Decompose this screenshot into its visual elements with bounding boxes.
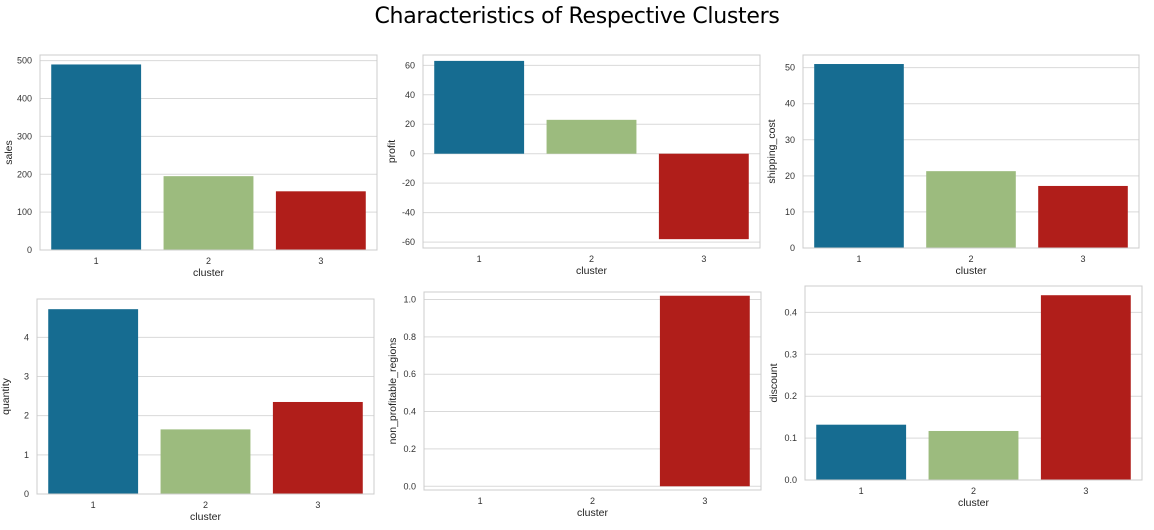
y-tick-label: 0.3: [784, 349, 797, 359]
x-tick-label: 1: [856, 254, 861, 264]
x-tick-label: 2: [206, 256, 211, 266]
bar-cluster-3: [659, 295, 750, 487]
y-tick-label: 0.2: [403, 444, 416, 454]
y-axis-label-sales: sales: [3, 140, 15, 165]
y-tick-label: 1.0: [403, 294, 416, 304]
y-axis-label-discount: discount: [768, 363, 780, 402]
x-tick-label: 3: [701, 254, 706, 264]
y-tick-label: 0: [24, 489, 29, 499]
y-tick-label: 60: [405, 60, 415, 70]
y-tick-label: -60: [402, 237, 415, 247]
y-tick-label: 0.0: [403, 481, 416, 491]
y-tick-label: 2: [24, 411, 29, 421]
bar-cluster-3: [272, 401, 363, 494]
y-tick-label: -40: [402, 208, 415, 218]
figure-title: Characteristics of Respective Clusters: [374, 4, 780, 29]
y-tick-label: 100: [17, 207, 32, 217]
y-tick-label: 0: [27, 245, 32, 255]
y-tick-label: 30: [785, 135, 795, 145]
bar-cluster-3: [1038, 185, 1128, 248]
x-axis-label: cluster: [577, 507, 608, 519]
y-axis-label-non-profitable-regions: non_profitable_regions: [387, 338, 399, 445]
x-tick-label: 3: [315, 500, 320, 510]
shipping-cost-chart: 0 10 20 30 40 50 1 2 3 cluster shipping_cost: [766, 54, 1140, 277]
y-tick-label: 0.8: [403, 332, 416, 342]
bar-cluster-1: [48, 309, 139, 494]
x-tick-label: 1: [859, 486, 864, 496]
y-tick-label: 0: [790, 243, 795, 253]
axes-frame: [804, 285, 1143, 481]
x-axis-label: cluster: [190, 511, 221, 523]
y-tick-label: 3: [24, 372, 29, 382]
x-axis-label: cluster: [956, 265, 987, 277]
axes-frame: [423, 291, 762, 491]
bar-cluster-2: [160, 429, 251, 494]
y-tick-label: 40: [405, 90, 415, 100]
y-tick-label: 300: [17, 131, 32, 141]
bar-cluster-2: [928, 430, 1019, 480]
x-axis-label: cluster: [193, 267, 224, 279]
y-tick-label: 50: [785, 63, 795, 73]
x-tick-label: 2: [590, 496, 595, 506]
x-tick-label: 3: [1080, 254, 1085, 264]
y-tick-label: 1: [24, 450, 29, 460]
x-tick-label: 2: [968, 254, 973, 264]
y-tick-label: 500: [17, 56, 32, 66]
y-tick-label: 400: [17, 94, 32, 104]
x-axis-label: cluster: [958, 497, 989, 509]
axes-frame: [39, 54, 378, 251]
x-axis-label: cluster: [576, 265, 607, 277]
x-tick-label: 2: [203, 500, 208, 510]
y-tick-label: 10: [785, 207, 795, 217]
x-tick-label: 3: [318, 256, 323, 266]
discount-chart: 0.0 0.1 0.2 0.3 0.4 1 2 3 cluster discount: [768, 285, 1143, 509]
axes-frame: [36, 298, 375, 495]
profit-chart: -60 -40 -20 0 20 40 60 1 2 3 cluster profit: [386, 54, 761, 277]
y-tick-label: 0.2: [784, 391, 797, 401]
y-tick-label: 0.1: [784, 433, 797, 443]
y-tick-label: 200: [17, 169, 32, 179]
y-tick-label: 0.6: [403, 369, 416, 379]
x-tick-label: 1: [94, 256, 99, 266]
y-tick-label: 20: [405, 119, 415, 129]
y-axis-label-quantity: quantity: [0, 377, 12, 415]
bar-cluster-1: [434, 60, 525, 154]
bar-cluster-2: [163, 176, 254, 250]
y-tick-label: 0.4: [784, 307, 797, 317]
x-tick-label: 2: [971, 486, 976, 496]
bar-cluster-3: [1040, 295, 1131, 480]
y-tick-label: 20: [785, 171, 795, 181]
y-tick-label: 0: [410, 149, 415, 159]
x-tick-label: 3: [702, 496, 707, 506]
y-tick-label: 0.0: [784, 475, 797, 485]
x-tick-label: 1: [477, 254, 482, 264]
quantity-chart: 0 1 2 3 4 1 2 3 cluster quantity: [0, 298, 375, 523]
bar-cluster-2: [546, 119, 637, 154]
non-profitable-regions-chart: 0.0 0.2 0.4 0.6 0.8 1.0 1 2 3 cluster non_profitab…: [387, 291, 762, 519]
bar-cluster-1: [816, 424, 907, 480]
y-axis-label-profit: profit: [386, 140, 398, 163]
sales-chart: 0 100 200 300 400 500 1 2 3 cluster sales: [3, 54, 378, 279]
x-tick-label: 3: [1083, 486, 1088, 496]
bar-cluster-3: [658, 153, 749, 240]
bar-cluster-3: [275, 191, 366, 250]
y-tick-label: -20: [402, 178, 415, 188]
axes-frame: [802, 54, 1140, 249]
x-tick-label: 1: [91, 500, 96, 510]
bar-cluster-2: [926, 171, 1016, 248]
x-tick-label: 1: [478, 496, 483, 506]
y-tick-label: 4: [24, 332, 29, 342]
bar-cluster-1: [51, 64, 142, 250]
y-tick-label: 0.4: [403, 407, 416, 417]
y-tick-label: 40: [785, 99, 795, 109]
axes-frame: [422, 54, 761, 249]
x-tick-label: 2: [589, 254, 594, 264]
y-axis-label-shipping-cost: shipping_cost: [766, 119, 778, 183]
bar-cluster-1: [814, 64, 904, 248]
